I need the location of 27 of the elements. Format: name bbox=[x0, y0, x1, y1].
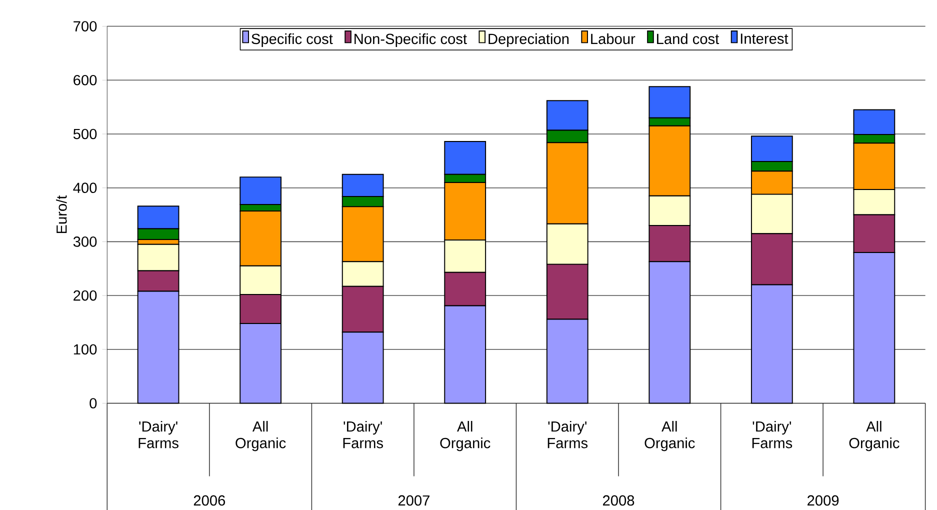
x-tick-label: All Organic bbox=[440, 420, 490, 451]
x-tick-label: All Organic bbox=[236, 420, 286, 451]
y-tick-label: 400 bbox=[73, 182, 97, 193]
x-tick-label: 'Dairy' Farms bbox=[343, 420, 383, 448]
y-tick-label: 100 bbox=[74, 344, 97, 354]
legend-label: Interest bbox=[740, 33, 788, 44]
legend-label: Specific cost bbox=[252, 33, 333, 47]
legend-label: Land cost bbox=[657, 33, 720, 44]
text: 2008 bbox=[602, 495, 634, 506]
y-tick-label: 200 bbox=[74, 290, 97, 301]
x-tick-label: 'Dairy' Farms bbox=[548, 420, 588, 448]
text: 2007 bbox=[398, 495, 430, 506]
y-tick-label: 300 bbox=[73, 236, 97, 247]
x-tick-label: All Organic bbox=[644, 420, 695, 451]
y-tick-label: 500 bbox=[73, 128, 97, 139]
y-tick-label: 700 bbox=[74, 20, 97, 32]
legend-label: Depreciation bbox=[488, 33, 569, 47]
legend-label: Non-Specific cost bbox=[354, 33, 467, 47]
text: 2009 bbox=[808, 495, 839, 506]
y-tick-label: 600 bbox=[74, 74, 97, 86]
x-tick-label: 'Dairy' Farms bbox=[138, 420, 178, 448]
x-tick-label: 'Dairy' Farms bbox=[752, 420, 792, 448]
text: 2006 bbox=[194, 495, 226, 506]
legend-label: Labour bbox=[591, 33, 636, 44]
y-tick-label: 0 bbox=[90, 398, 97, 408]
y-axis-title: Euro/t bbox=[56, 195, 67, 233]
x-tick-label: All Organic bbox=[849, 420, 900, 451]
